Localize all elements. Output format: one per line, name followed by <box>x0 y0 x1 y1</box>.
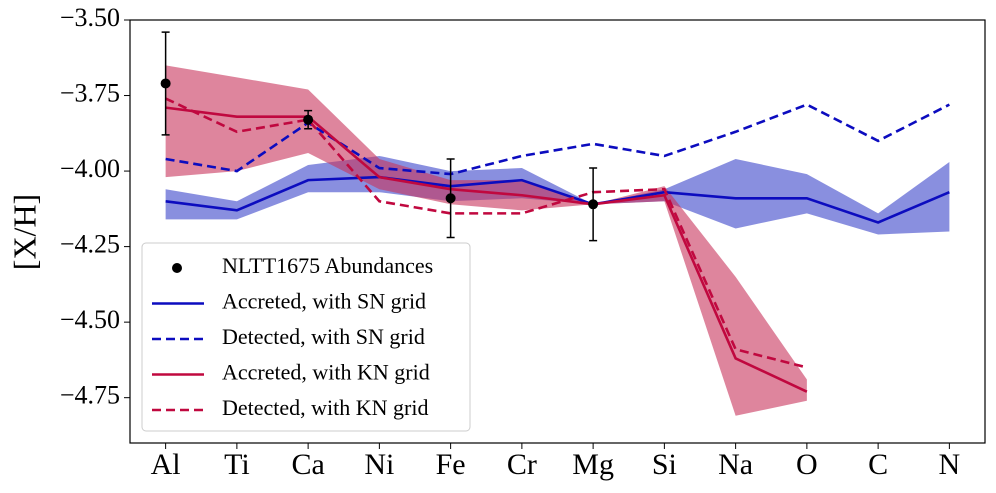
series-line <box>165 175 950 224</box>
band <box>165 65 807 416</box>
series-line <box>165 103 950 176</box>
data-point <box>303 114 314 125</box>
x-tick-label: O <box>796 448 818 481</box>
x-tick-label: Ti <box>224 448 250 481</box>
legend-label: Detected, with KN grid <box>222 395 429 420</box>
plot-frame <box>129 19 986 444</box>
y-tick-label: −3.75 <box>60 79 120 108</box>
legend-label: Accreted, with KN grid <box>222 360 430 385</box>
series-line <box>165 106 808 393</box>
x-tick-label: Fe <box>436 448 466 481</box>
x-tick-label: C <box>868 448 888 481</box>
x-tick-label: Na <box>718 448 753 481</box>
x-tick-label: Si <box>652 448 677 481</box>
data-point <box>588 199 599 210</box>
y-tick-label: −4.75 <box>60 381 120 410</box>
x-tick-label: N <box>939 448 961 481</box>
y-tick-label: −4.25 <box>60 230 120 259</box>
legend-box <box>141 242 471 432</box>
legend-marker <box>172 263 182 273</box>
y-tick-label: −4.50 <box>60 305 120 334</box>
y-tick-label: −4.00 <box>60 154 120 183</box>
data-point <box>160 78 171 89</box>
x-tick-label: Cr <box>507 448 537 481</box>
legend-label: Detected, with SN grid <box>222 324 425 349</box>
x-tick-label: Ca <box>291 448 324 481</box>
x-tick-label: Ni <box>364 448 394 481</box>
x-tick-label: Al <box>151 448 181 481</box>
x-tick-label: Mg <box>572 448 614 481</box>
y-tick-label: −3.50 <box>60 3 120 32</box>
legend-label: Accreted, with SN grid <box>222 289 426 314</box>
data-point <box>445 193 456 204</box>
y-axis-label: [X/H] <box>6 194 42 270</box>
series-line <box>165 97 808 369</box>
legend-label: NLTT1675 Abundances <box>222 253 433 278</box>
